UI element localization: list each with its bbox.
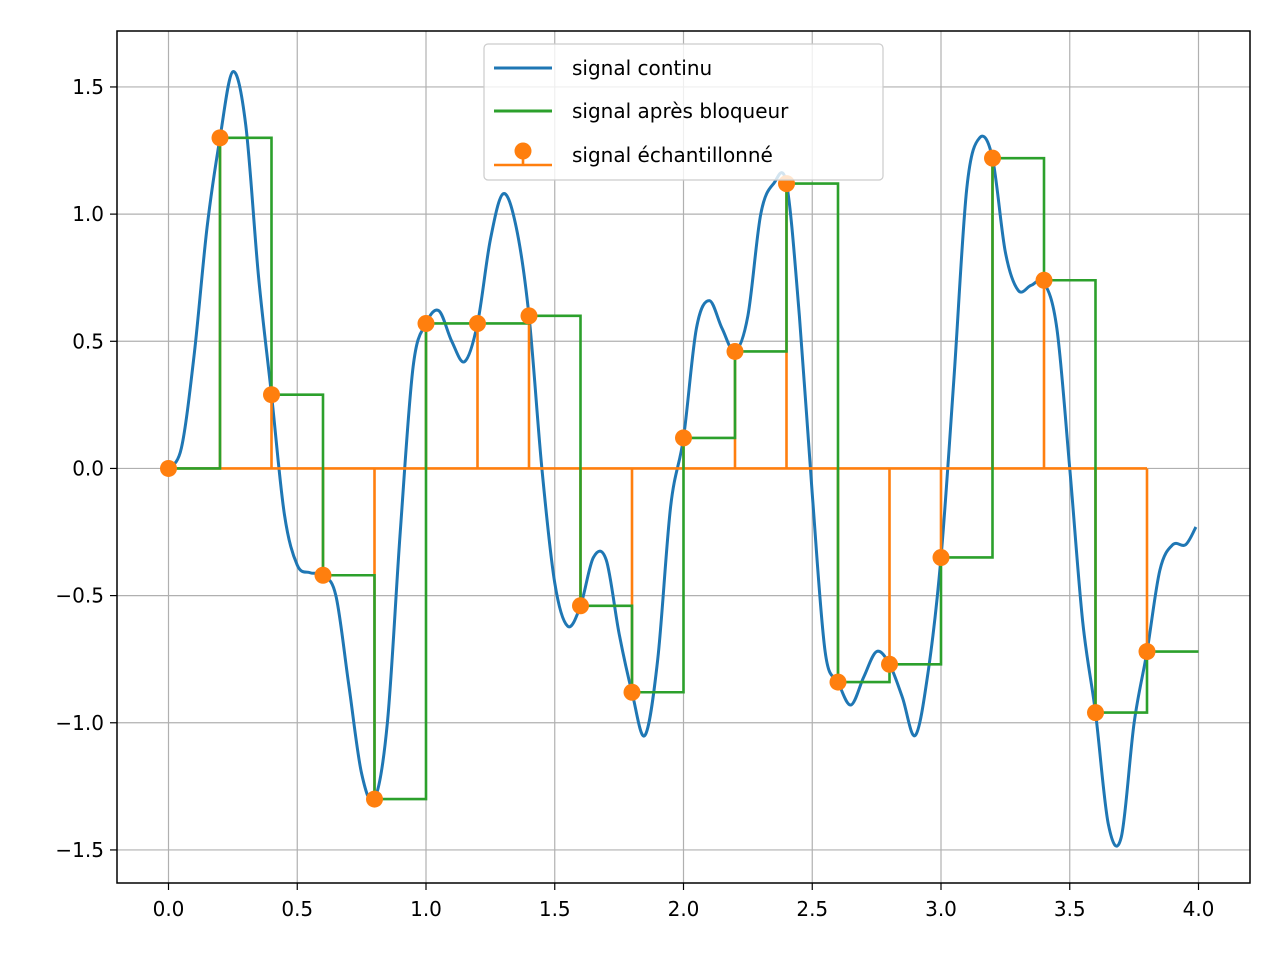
sample-point <box>572 597 589 615</box>
axis-ticks: 0.0 0.5 1.0 1.5 2.0 2.5 3.0 3.5 4.0 1.5 1.0 0.5 0.0 −… <box>55 75 1214 921</box>
sample-point <box>1035 271 1053 289</box>
y-tick-label: 1.0 <box>72 202 104 226</box>
plot-area <box>160 70 1199 848</box>
sample-point <box>314 566 332 584</box>
x-tick-label: 4.0 <box>1183 897 1215 921</box>
x-tick-label: 0.5 <box>281 897 313 921</box>
x-tick-label: 2.0 <box>668 897 700 921</box>
x-tick-label: 3.5 <box>1054 897 1086 921</box>
y-tick-label: −1.0 <box>55 711 104 735</box>
sample-point <box>623 683 641 701</box>
legend-label: signal continu <box>572 56 712 80</box>
x-tick-label: 3.0 <box>925 897 957 921</box>
sample-point <box>984 149 1001 167</box>
legend: signal continu signal après bloqueur signa… <box>483 43 884 181</box>
sample-point <box>829 673 847 691</box>
sample-point <box>469 314 486 332</box>
sample-point <box>1087 704 1104 722</box>
y-tick-label: −1.5 <box>55 838 104 862</box>
sample-point <box>211 129 229 147</box>
sample-point <box>263 386 280 404</box>
x-tick-label: 1.5 <box>539 897 571 921</box>
sample-point <box>726 342 744 360</box>
sample-point <box>881 655 898 673</box>
y-tick-label: −0.5 <box>55 584 104 608</box>
legend-label: signal après bloqueur <box>572 99 789 123</box>
sample-point <box>366 790 383 808</box>
x-tick-label: 1.0 <box>410 897 442 921</box>
sample-point <box>1138 643 1156 661</box>
sample-point <box>932 548 950 566</box>
x-tick-label: 2.5 <box>796 897 828 921</box>
y-tick-label: 1.5 <box>72 75 104 99</box>
y-tick-label: 0.0 <box>72 456 104 480</box>
legend-box <box>483 43 884 181</box>
sample-point <box>417 314 435 332</box>
y-tick-label: 0.5 <box>72 329 104 353</box>
sample-point <box>160 459 177 477</box>
legend-label: signal échantillonné <box>572 143 773 167</box>
legend-swatch-marker <box>514 142 532 160</box>
sample-point <box>675 429 692 447</box>
sample-point <box>520 307 538 325</box>
x-tick-label: 0.0 <box>153 897 185 921</box>
